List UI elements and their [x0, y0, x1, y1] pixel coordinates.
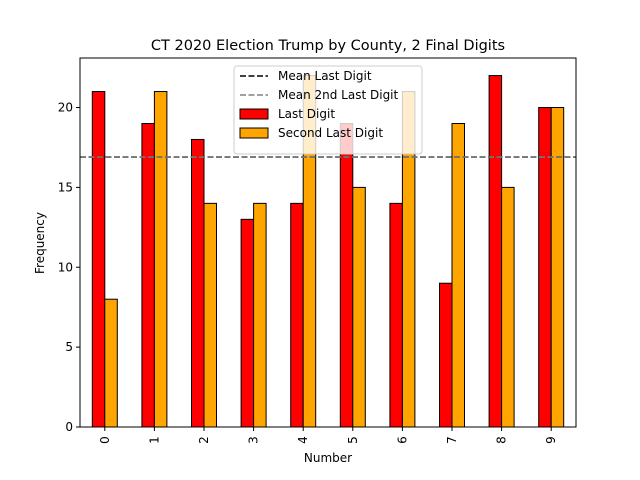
axes-layer: 0 5 10 15 20 0 1 2 3 4 5 6 7 8 9 — [58, 57, 577, 444]
bar-last-digit-3 — [240, 218, 255, 428]
legend-label-1: Mean 2nd Last Digit — [278, 88, 399, 102]
bar-last-digit-7 — [439, 282, 453, 428]
y-tick-label-0: 0 — [65, 420, 73, 434]
bar-last-digit-6 — [389, 202, 403, 428]
legend-swatch-2 — [239, 108, 269, 120]
bar-last-digit-1 — [141, 122, 155, 428]
bar-last-digit-9 — [538, 107, 552, 428]
y-axis-label: Frequency — [33, 212, 47, 274]
y-tick-label-15: 15 — [58, 180, 73, 194]
bar-second-last-digit-2 — [203, 202, 217, 428]
bar-last-digit-0 — [91, 91, 106, 428]
x-tick-label-5: 5 — [346, 436, 360, 444]
bar-second-last-digit-0 — [104, 298, 118, 428]
x-tick-label-4: 4 — [296, 436, 310, 444]
bar-second-last-digit-8 — [501, 186, 515, 428]
bars-layer — [91, 75, 565, 428]
x-tick-label-2: 2 — [197, 436, 211, 444]
x-tick-label-7: 7 — [445, 436, 459, 444]
x-tick-label-1: 1 — [147, 436, 161, 444]
x-tick-label-9: 9 — [544, 436, 558, 444]
x-tick-label-8: 8 — [495, 436, 509, 444]
bar-second-last-digit-1 — [153, 91, 168, 428]
y-tick-label-10: 10 — [58, 260, 73, 274]
legend-label-0: Mean Last Digit — [278, 69, 372, 83]
bar-last-digit-2 — [191, 138, 205, 428]
x-tick-label-0: 0 — [98, 436, 112, 444]
x-axis-label: Number — [304, 451, 352, 465]
bar-second-last-digit-5 — [352, 186, 366, 428]
legend-swatch-3 — [239, 127, 269, 139]
bar-last-digit-5 — [339, 122, 354, 428]
plot-frame — [79, 57, 577, 428]
bar-second-last-digit-3 — [253, 202, 267, 428]
bar-last-digit-8 — [488, 75, 503, 428]
x-tick-label-6: 6 — [395, 436, 409, 444]
y-tick-label-5: 5 — [65, 340, 73, 354]
y-tick-label-20: 20 — [58, 101, 73, 115]
legend-box — [233, 65, 423, 155]
bar-second-last-digit-9 — [550, 107, 565, 428]
x-tick-label-3: 3 — [247, 436, 261, 444]
legend-label-2: Last Digit — [278, 107, 335, 121]
legend: Mean Last Digit Mean 2nd Last Digit Last D… — [233, 65, 423, 155]
bar-last-digit-4 — [290, 202, 304, 428]
chart-title: CT 2020 Election Trump by County, 2 Fina… — [151, 38, 505, 54]
bar-second-last-digit-7 — [451, 122, 465, 428]
legend-label-3: Second Last Digit — [278, 126, 383, 140]
